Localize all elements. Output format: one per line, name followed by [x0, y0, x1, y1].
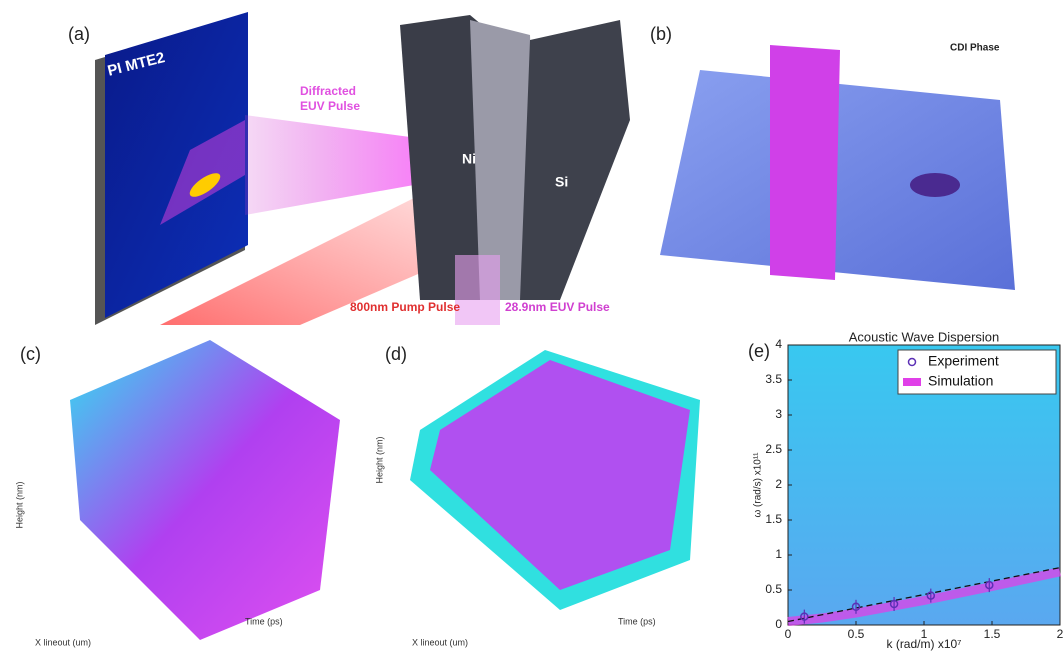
data-point: [926, 591, 936, 600]
y-tick-label: 3: [775, 407, 782, 421]
axis-label: X lineout (um): [412, 637, 468, 647]
data-point: [889, 599, 899, 609]
panel-label: (e): [748, 341, 770, 361]
panel-label: (d): [385, 344, 407, 364]
beam-label: EUV Pulse: [300, 99, 360, 113]
material-label: Si: [555, 174, 568, 190]
panel-c-art: [70, 340, 340, 640]
panel-d-art: [410, 350, 700, 610]
y-tick-label: 3.5: [765, 372, 782, 386]
axis-label: Height (nm): [374, 436, 384, 483]
axis-label: X lineout (um): [35, 637, 91, 647]
legend-box: [897, 349, 1057, 395]
y-tick-label: 2.5: [765, 442, 782, 456]
panel-title: CDI Phase: [950, 43, 1000, 54]
legend-marker: [903, 378, 921, 386]
chart-title: Acoustic Wave Dispersion: [849, 329, 1000, 344]
data-point: [985, 580, 994, 590]
y-tick-label: 2: [775, 477, 782, 491]
data-point: [800, 612, 809, 621]
beam-label: Diffracted: [300, 84, 356, 98]
x-tick-label: 1.5: [984, 627, 1001, 641]
trend-line: [787, 566, 1061, 623]
x-tick-label: 0.5: [848, 627, 865, 641]
y-tick-label: 1.5: [765, 512, 782, 526]
pulse-label: 800nm Pump Pulse: [350, 300, 460, 314]
pulse-label: 28.9nm EUV Pulse: [505, 300, 610, 314]
x-tick-label: 1: [921, 627, 928, 641]
legend-label: Simulation: [928, 373, 993, 389]
panel-label: (c): [20, 344, 41, 364]
x-axis-label: k (rad/m) x10⁷: [886, 637, 961, 651]
axis-label: Time (ps): [245, 616, 283, 626]
x-tick-label: 2: [1057, 627, 1063, 641]
material-label: Ni: [462, 151, 476, 167]
panel-a-art: [95, 12, 630, 325]
x-tick-label: 0: [785, 627, 792, 641]
axis-label: Time (ps): [618, 616, 656, 626]
axes-frame: [787, 344, 1061, 626]
panel-b-art: [660, 45, 1015, 290]
axis-label: Height (nm): [14, 481, 24, 528]
legend-label: Experiment: [928, 353, 999, 369]
y-tick-label: 4: [775, 337, 782, 351]
y-tick-label: 1: [775, 547, 782, 561]
y-tick-label: 0.5: [765, 582, 782, 596]
y-axis-label: ω (rad/s) x10¹¹: [753, 452, 764, 518]
y-tick-label: 0: [775, 617, 782, 631]
data-point: [851, 602, 861, 612]
legend-marker: [907, 357, 917, 367]
panel-label: (a): [68, 24, 90, 44]
simulation-band: [787, 567, 1061, 626]
panel-label: (b): [650, 24, 672, 44]
